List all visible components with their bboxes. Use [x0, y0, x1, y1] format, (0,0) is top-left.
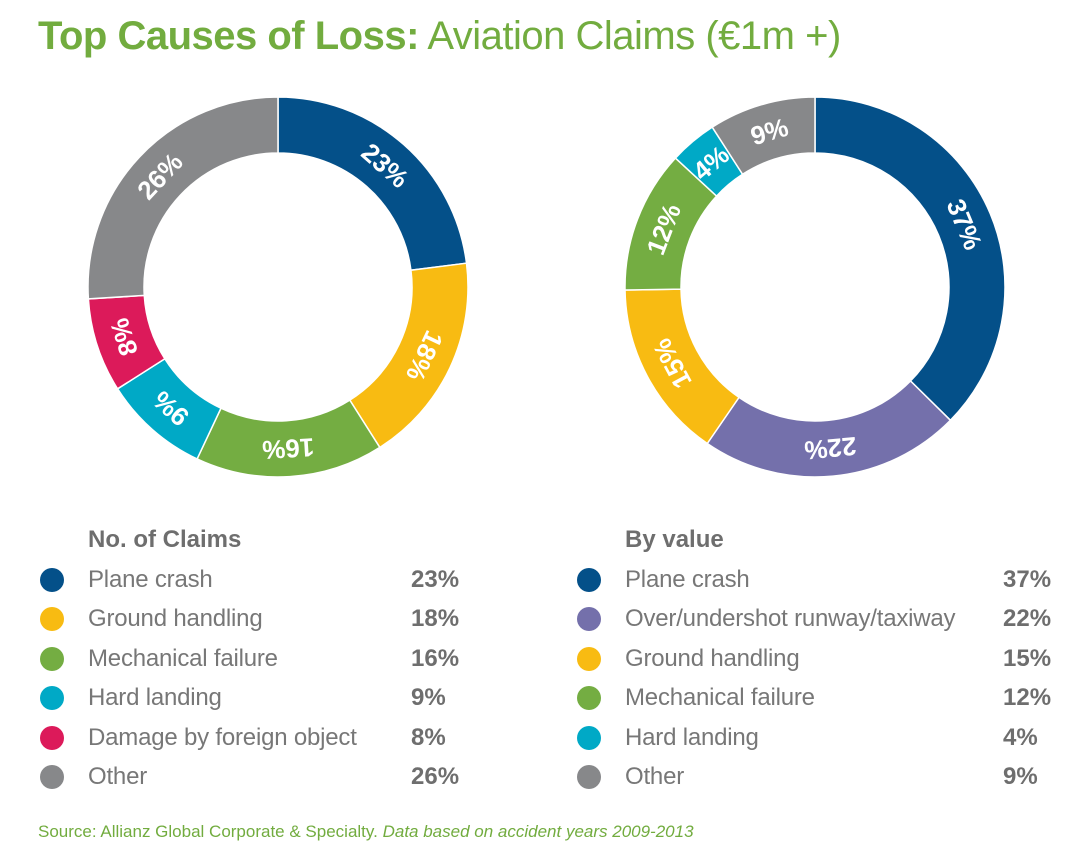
legend-item: Other 9% [575, 757, 1060, 796]
legend-item: Plane crash 37% [575, 560, 1060, 599]
legend-value: 23% [411, 566, 460, 593]
legend-value: 18% [411, 605, 460, 633]
legend-label: Over/undershot runway/taxiway [625, 605, 956, 633]
legend-label: Damage by foreign object [88, 723, 357, 751]
legend-swatch-icon [40, 764, 64, 789]
legend-no-of-claims: No. of Claims Plane crash 23% Ground handl… [38, 520, 488, 796]
legend-item: Mechanical failure 16% [38, 639, 488, 678]
legend-item: Mechanical failure 12% [575, 678, 1060, 717]
legend-swatch-icon [40, 568, 64, 592]
legend-value: 12% [1003, 684, 1052, 712]
legend-label: Ground handling [625, 644, 800, 672]
legend-item: Over/undershot runway/taxiway 22% [575, 599, 1060, 638]
legend-value: 9% [411, 684, 446, 712]
legend-label: Mechanical failure [625, 684, 815, 712]
donut-slice-plane-crash [814, 96, 1006, 422]
legend-item: Ground handling 18% [38, 599, 488, 638]
legend-swatch-icon [40, 725, 64, 750]
legend-item: Other 26% [38, 757, 488, 796]
legend-value: 22% [1003, 605, 1052, 633]
legend-swatch-icon [577, 725, 601, 750]
legend-label: Mechanical failure [88, 644, 278, 672]
legend-label: Plane crash [625, 566, 750, 593]
donut-slice-other [87, 96, 279, 300]
source-italic: Data based on accident years 2009-2013 [382, 822, 694, 841]
legend-swatch-icon [577, 568, 601, 592]
legend-label: Ground handling [88, 605, 263, 633]
legend-value: 8% [411, 723, 446, 751]
legend-label: Hard landing [88, 684, 222, 712]
legend-title: By value [625, 526, 724, 553]
donut-chart-by-value: 37%22%15%12%4%9% [624, 96, 1006, 478]
donut-slice-plane-crash [277, 96, 468, 272]
legend-swatch-icon [40, 646, 64, 671]
legend-swatch-icon [40, 607, 64, 632]
legend-item: Ground handling 15% [575, 639, 1060, 678]
legend-value: 26% [411, 762, 460, 790]
donut-data-label: 22% [803, 431, 858, 466]
legend-by-value: By value Plane crash 37% Over/undershot ru… [575, 520, 1060, 796]
legend-swatch-icon [577, 607, 601, 632]
legend-swatch-icon [577, 686, 601, 711]
legend-item: Plane crash 23% [38, 560, 488, 599]
legend-value: 4% [1003, 723, 1038, 751]
legend-label: Other [88, 762, 148, 790]
donut-chart-no-of-claims: 23%18%16%9%8%26% [87, 96, 469, 478]
legend-value: 37% [1003, 566, 1052, 593]
legend-item: Hard landing 9% [38, 678, 488, 717]
legend-value: 15% [1003, 644, 1052, 672]
legend-title: No. of Claims [88, 526, 242, 553]
donut-data-label: 16% [261, 432, 315, 465]
legend-swatch-icon [577, 646, 601, 671]
legend-label: Other [625, 762, 685, 790]
page-title: Top Causes of Loss: Aviation Claims (€1m… [38, 14, 841, 59]
title-light: Aviation Claims (€1m +) [418, 14, 841, 58]
legend-swatch-icon [577, 764, 601, 789]
legend-value: 9% [1003, 762, 1038, 790]
legend-label: Plane crash [88, 566, 213, 593]
legend-swatch-icon [40, 686, 64, 711]
legend-label: Hard landing [625, 723, 759, 751]
title-bold: Top Causes of Loss: [38, 14, 419, 58]
legend-item: Hard landing 4% [575, 718, 1060, 757]
legend-item: Damage by foreign object 8% [38, 718, 488, 757]
legend-value: 16% [411, 644, 460, 672]
source-note: Source: Allianz Global Corporate & Speci… [38, 822, 694, 842]
donut-slice-other [711, 96, 816, 176]
source-text: Source: Allianz Global Corporate & Speci… [38, 822, 383, 841]
